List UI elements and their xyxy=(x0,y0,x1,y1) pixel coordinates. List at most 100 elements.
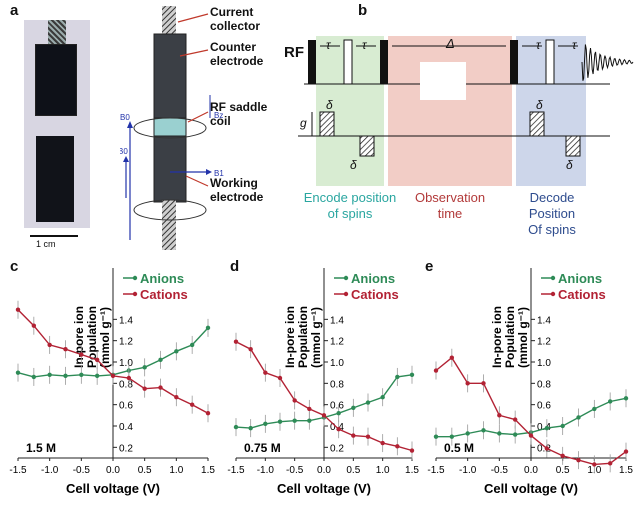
data-point xyxy=(205,325,211,331)
data-point xyxy=(158,385,163,390)
x-tick-label: 0.0 xyxy=(524,465,538,476)
cell-schematic: B0 B0 B1 Bz xyxy=(120,6,224,250)
data-point xyxy=(248,347,253,352)
legend-label: Cations xyxy=(351,287,399,302)
legend-label: Cations xyxy=(558,287,606,302)
y-tick-label: 1.4 xyxy=(119,315,133,326)
data-point xyxy=(592,406,597,412)
x-tick-label: -1.0 xyxy=(459,465,477,476)
data-point xyxy=(158,357,163,363)
x-axis-label: Cell voltage (V) xyxy=(484,481,578,496)
y-tick-label: 1.0 xyxy=(537,358,551,369)
y-tick-label: 1.2 xyxy=(330,337,344,348)
data-point xyxy=(142,365,147,370)
data-point xyxy=(79,352,84,357)
phase-observation-label: Observation time xyxy=(414,190,486,221)
x-tick-label: -0.5 xyxy=(491,465,509,476)
data-point xyxy=(15,307,21,312)
delta-big-label: Δ xyxy=(446,36,455,51)
g-label: g xyxy=(300,116,307,130)
data-point xyxy=(31,374,37,380)
data-point xyxy=(560,423,565,429)
data-point xyxy=(351,405,356,411)
x-tick-label: 1.5 xyxy=(201,465,215,476)
data-point xyxy=(481,428,486,433)
phase-encode-label: Encode position of spins xyxy=(303,190,397,221)
b1-label: B1 xyxy=(214,169,224,178)
data-point xyxy=(409,448,415,453)
data-point xyxy=(497,413,502,418)
x-tick-label: 1.0 xyxy=(376,465,390,476)
data-point xyxy=(79,372,84,377)
data-point xyxy=(15,370,21,375)
scale-bar-label: 1 cm xyxy=(36,239,56,249)
panel-label-e: e xyxy=(425,258,434,275)
concentration-label: 0.75 M xyxy=(244,441,281,455)
data-point xyxy=(497,431,502,436)
data-point xyxy=(607,399,613,404)
x-tick-label: -0.5 xyxy=(73,465,91,476)
y-axis-label-line: (mmol g⁻¹) xyxy=(516,307,530,368)
delta-small-4: δ xyxy=(566,158,573,172)
y-tick-label: 0.2 xyxy=(330,443,344,454)
label-current-collector: Current collector xyxy=(210,5,261,33)
data-point xyxy=(321,413,327,418)
y-axis-label: In-pore ionPopulation(mmol g⁻¹) xyxy=(490,306,530,368)
data-point xyxy=(63,347,68,352)
legend-label: Anions xyxy=(558,271,602,286)
legend-marker xyxy=(343,291,349,297)
panel-label-a: a xyxy=(10,2,19,19)
observation-region xyxy=(388,36,512,186)
data-point xyxy=(63,373,68,379)
legend-label: Anions xyxy=(140,271,184,286)
data-point xyxy=(126,375,132,381)
data-point xyxy=(623,449,629,454)
data-point xyxy=(576,457,581,463)
y-axis-label-line: In-pore ion xyxy=(490,306,504,368)
y-axis-label-line: Population xyxy=(503,306,517,368)
legend-label: Anions xyxy=(351,271,395,286)
scale-bar xyxy=(30,235,78,237)
y-axis-label-line: (mmol g⁻¹) xyxy=(309,307,323,368)
delta-small-1: δ xyxy=(326,98,333,112)
panel-label-c: c xyxy=(10,258,19,275)
tau-label-4: τ xyxy=(572,38,577,52)
y-tick-label: 1.0 xyxy=(330,358,344,369)
legend-marker xyxy=(343,275,349,281)
x-axis-label: Cell voltage (V) xyxy=(66,481,160,496)
data-point xyxy=(465,381,470,386)
label-counter-electrode: Counter electrode xyxy=(210,40,264,68)
data-point xyxy=(449,355,455,360)
y-tick-label: 0.4 xyxy=(119,422,133,433)
phase-decode-label: Decode Position Of spins xyxy=(528,190,576,237)
label-rf-coil: RF saddle coil xyxy=(210,100,268,128)
data-point xyxy=(142,386,147,391)
tau-label-2: τ xyxy=(362,38,367,52)
data-point xyxy=(512,432,518,437)
data-point xyxy=(481,381,486,386)
data-point xyxy=(189,342,195,348)
b0-label-top: B0 xyxy=(120,113,130,122)
data-point xyxy=(544,425,550,431)
data-point xyxy=(94,357,100,363)
tau-label-1: τ xyxy=(326,38,331,52)
panel-label-d: d xyxy=(230,258,240,275)
data-point xyxy=(263,370,268,375)
data-point xyxy=(189,402,195,407)
legend-marker xyxy=(550,275,556,281)
data-point xyxy=(205,411,211,416)
legend-marker xyxy=(550,291,556,297)
data-point xyxy=(336,411,341,416)
data-point xyxy=(233,339,239,344)
x-tick-label: 0.0 xyxy=(106,465,120,476)
x-tick-label: -0.5 xyxy=(286,465,304,476)
y-tick-label: 1.4 xyxy=(330,315,344,326)
legend-marker xyxy=(132,291,138,297)
x-tick-label: -1.5 xyxy=(9,465,27,476)
concentration-label: 0.5 M xyxy=(444,441,474,455)
data-point xyxy=(433,368,439,373)
data-point xyxy=(365,400,371,405)
data-point xyxy=(263,421,268,427)
y-axis-label-line: (mmol g⁻¹) xyxy=(98,307,112,368)
data-point xyxy=(433,434,439,439)
